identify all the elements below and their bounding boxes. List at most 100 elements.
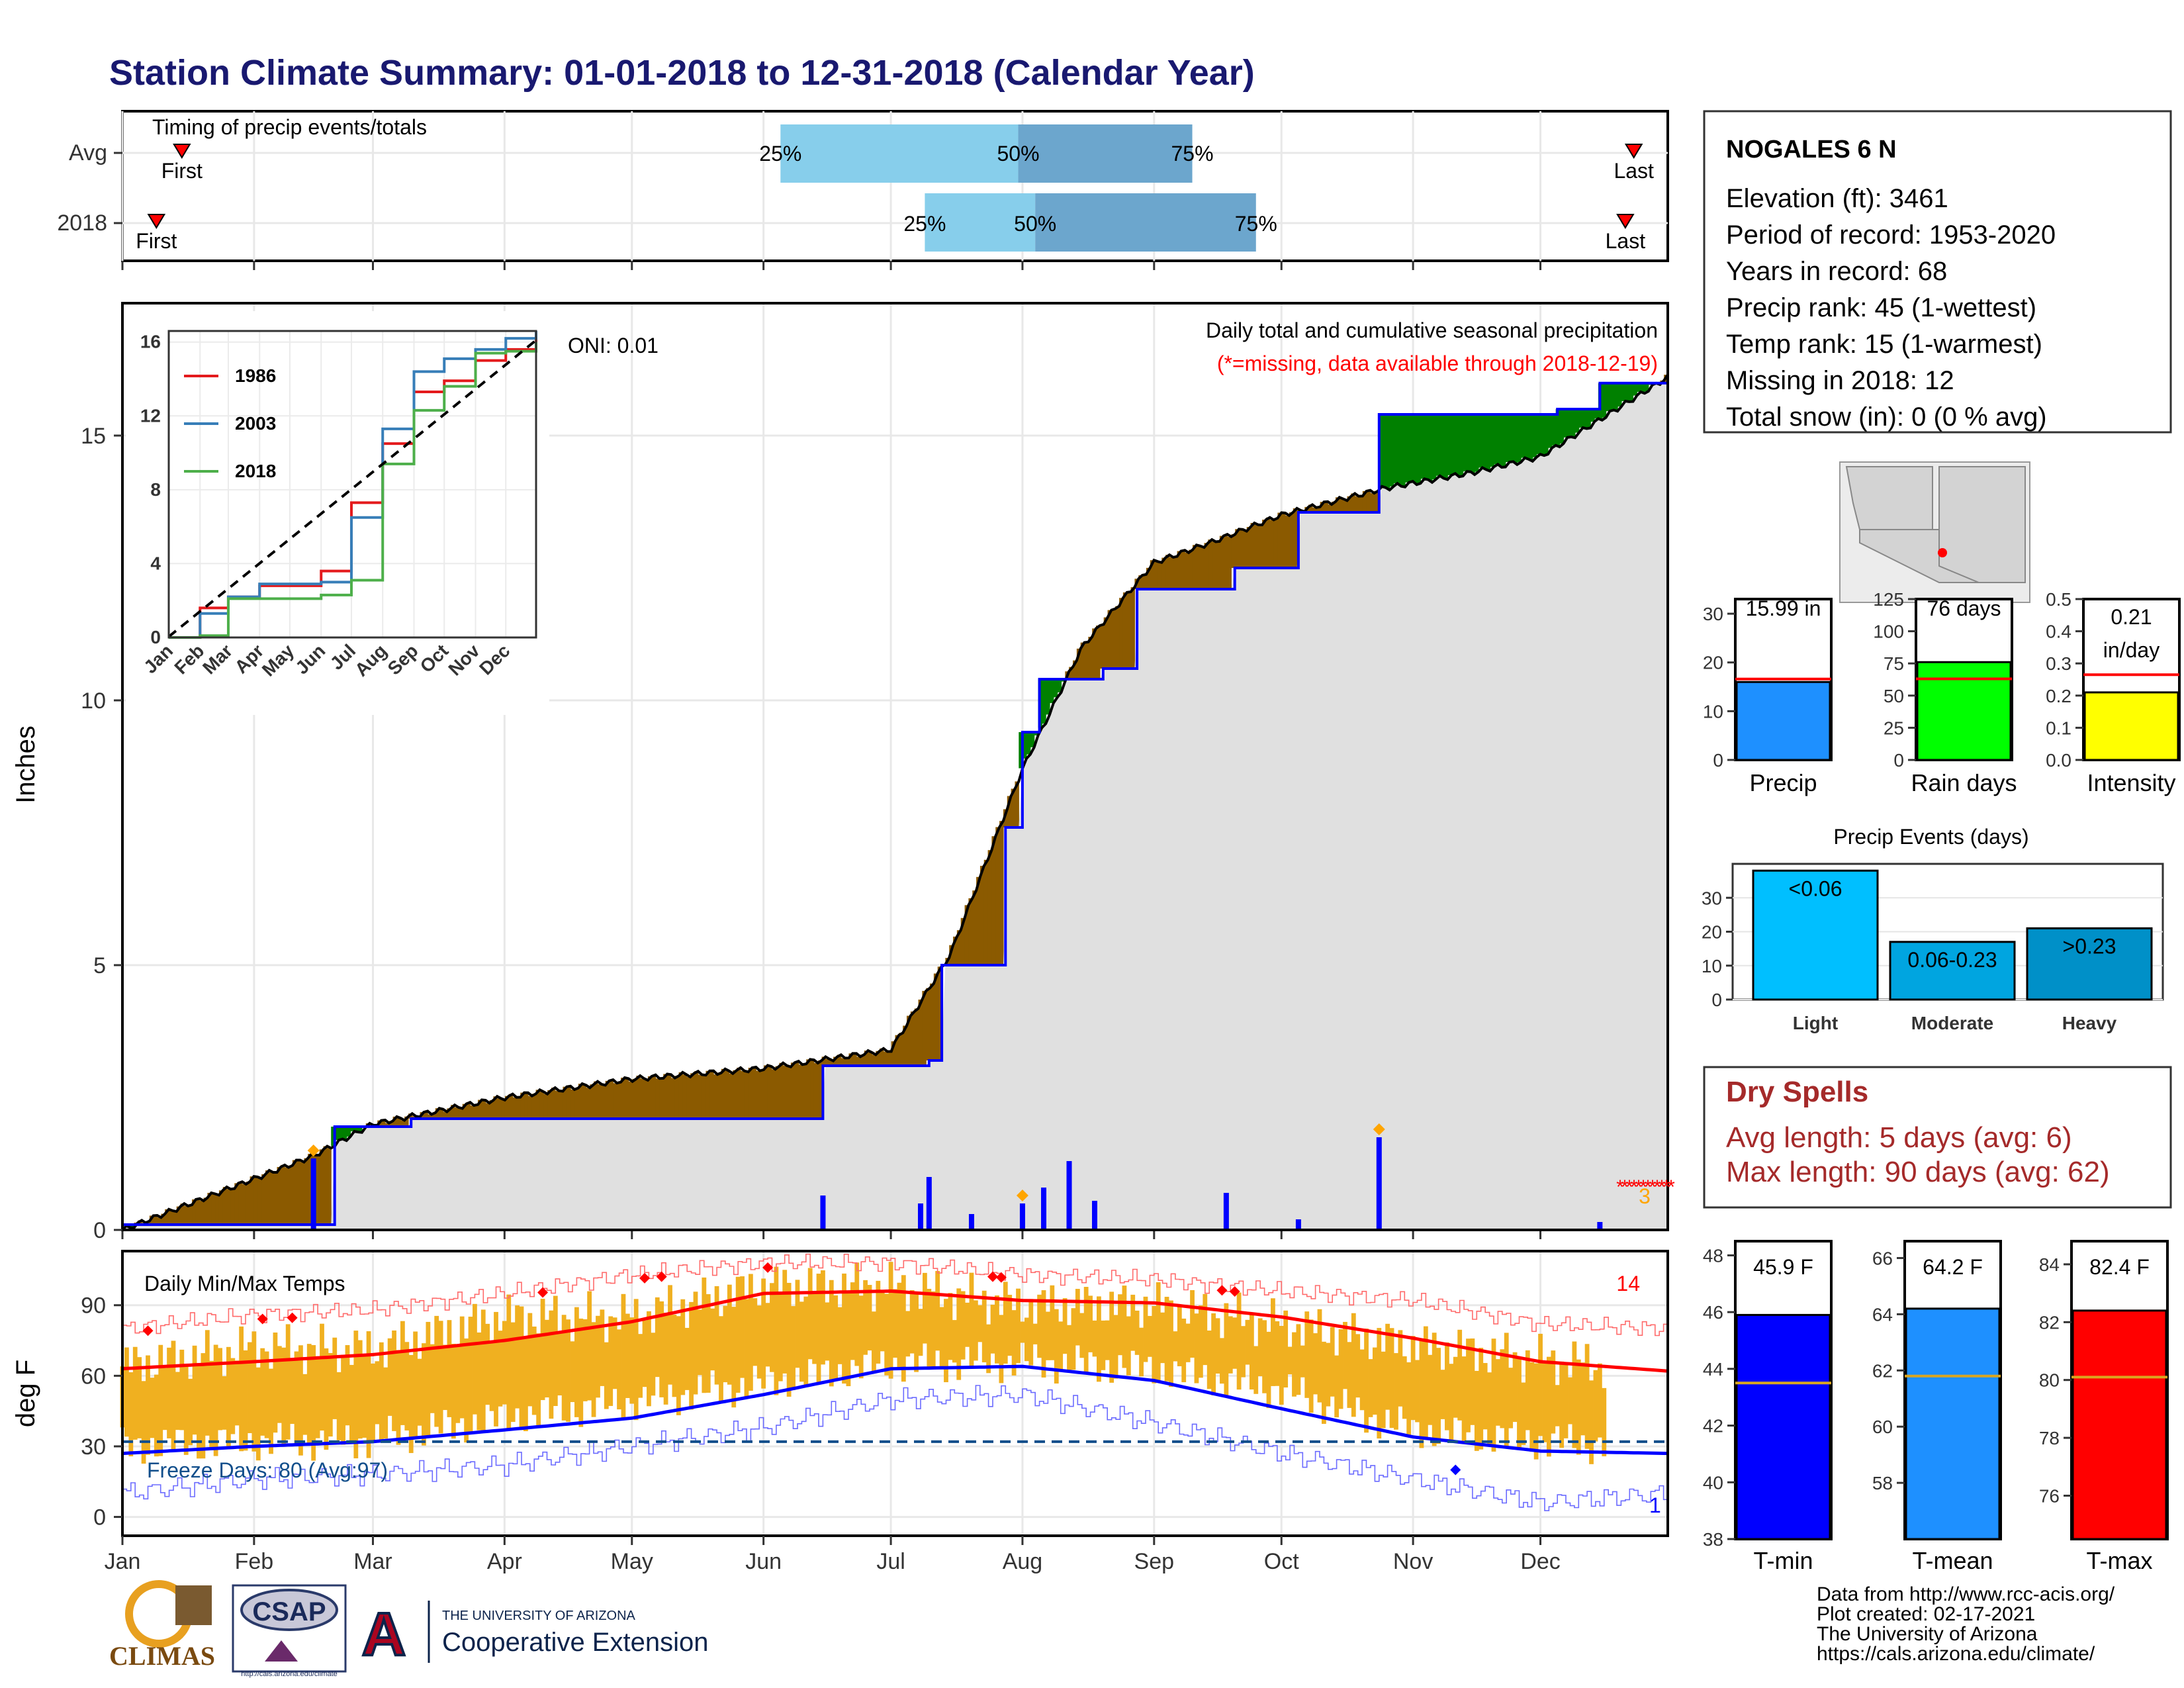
- daily-temp-range-bar: [1062, 1298, 1068, 1354]
- daily-temp-range-bar: [1020, 1321, 1025, 1343]
- daily-temp-range-bar: [1482, 1363, 1488, 1430]
- daily-temp-range-bar: [803, 1296, 809, 1386]
- below-average-area: [590, 1084, 594, 1119]
- precip-y-ticks: 0 5 10 15: [81, 424, 122, 1243]
- below-average-area: [1073, 660, 1077, 679]
- below-average-area: [1015, 781, 1019, 827]
- daily-temp-range-bar: [909, 1290, 915, 1354]
- max-event-marker: [307, 1145, 320, 1156]
- below-average-area: [1231, 534, 1236, 568]
- daily-temp-range-bar: [1016, 1288, 1021, 1364]
- dry-avg-length: Avg length: 5 days (avg: 6): [1726, 1121, 2072, 1154]
- daily-temp-range-bar: [710, 1308, 715, 1371]
- daily-temp-range-bar: [264, 1351, 269, 1438]
- below-average-area: [242, 1184, 247, 1225]
- daily-temp-range-bar: [362, 1354, 367, 1438]
- daily-temp-range-bar: [510, 1322, 516, 1423]
- daily-temp-range-bar: [684, 1327, 690, 1390]
- daily-temp-range-bar: [1058, 1321, 1064, 1371]
- daily-temp-range-bar: [799, 1301, 804, 1382]
- timing-row-2018: 2018: [57, 211, 107, 236]
- mini-bar-tick-label: 100: [1873, 622, 1904, 642]
- daily-temp-range-bar: [1143, 1296, 1148, 1362]
- mini-bar-tick-label: 0: [1893, 750, 1904, 771]
- below-average-area: [508, 1094, 514, 1119]
- below-average-area: [1308, 504, 1313, 512]
- daily-temp-range-bar: [1236, 1292, 1242, 1390]
- above-average-area: [1490, 414, 1494, 467]
- above-average-area: [1505, 414, 1510, 463]
- below-average-area: [636, 1076, 641, 1119]
- missing-count: 3: [1639, 1184, 1651, 1208]
- daily-temp-range-bar: [939, 1307, 944, 1370]
- daily-temp-range-bar: [426, 1321, 431, 1438]
- below-average-area: [605, 1080, 610, 1119]
- daily-temp-range-bar: [1292, 1332, 1297, 1397]
- daily-temp-range-bar: [175, 1372, 180, 1430]
- daily-temp-range-bar: [205, 1330, 210, 1436]
- below-average-area: [1362, 491, 1367, 512]
- above-average-area: [1451, 414, 1456, 474]
- below-average-area: [678, 1072, 684, 1119]
- below-average-area: [1370, 493, 1375, 512]
- daily-temp-range-bar: [1419, 1339, 1424, 1448]
- timing-label-75: 75%: [1171, 142, 1214, 165]
- below-average-area: [1080, 642, 1085, 679]
- daily-precip-bar: [1041, 1188, 1047, 1230]
- below-average-area: [667, 1074, 672, 1119]
- csap-text: CSAP: [252, 1597, 326, 1626]
- below-average-area: [261, 1174, 266, 1225]
- daily-temp-range-bar: [705, 1294, 711, 1393]
- last-event-label: Last: [1606, 229, 1646, 253]
- daily-temp-range-bar: [973, 1300, 978, 1361]
- inset-ytick-label: 8: [150, 479, 161, 500]
- daily-precip-bar: [310, 1158, 316, 1230]
- climas-mark: [175, 1585, 212, 1625]
- below-average-area: [702, 1075, 707, 1119]
- credits: Data from http://www.rcc-acis.org/ Plot …: [1817, 1583, 2115, 1665]
- inset-lines: [167, 331, 537, 639]
- below-average-area: [516, 1097, 521, 1119]
- mini-bar-label: Rain days: [1911, 769, 2017, 796]
- above-average-area: [1528, 414, 1533, 461]
- below-average-area: [617, 1082, 621, 1119]
- daily-temp-range-bar: [255, 1367, 261, 1461]
- temp-bar-tick-label: 84: [2039, 1254, 2060, 1275]
- daily-temp-range-bar: [1576, 1359, 1581, 1455]
- daily-temp-range-bar: [1109, 1291, 1115, 1383]
- daily-temp-range-bar: [693, 1291, 698, 1395]
- record-low-marker: [1450, 1464, 1461, 1476]
- mini-bar-value: 15.99 in: [1746, 596, 1821, 620]
- above-average-area: [1057, 679, 1062, 693]
- below-average-area: [594, 1081, 598, 1119]
- daily-temp-range-bar: [1266, 1331, 1271, 1409]
- below-average-area: [432, 1113, 436, 1119]
- mini-bar-tick-label: 0.1: [2046, 718, 2071, 738]
- daily-temp-range-bar: [1330, 1327, 1335, 1397]
- below-average-area: [292, 1160, 297, 1225]
- below-average-area: [806, 1059, 811, 1119]
- daily-temp-range-bar: [901, 1275, 906, 1382]
- below-average-area: [551, 1088, 556, 1119]
- ua-name: THE UNIVERSITY OF ARIZONA: [442, 1609, 636, 1623]
- events-bar-heavy: [2026, 927, 2153, 1001]
- below-average-area: [296, 1160, 301, 1225]
- daily-temp-range-bar: [1287, 1346, 1293, 1375]
- daily-temp-range-bar: [366, 1331, 371, 1458]
- daily-temp-range-bar: [1067, 1325, 1071, 1372]
- daily-temp-range-bar: [1512, 1352, 1518, 1423]
- month-label: Oct: [1264, 1549, 1299, 1574]
- daily-temp-range-bar: [935, 1271, 940, 1351]
- first-event-label: First: [161, 159, 203, 183]
- record-min-line: [122, 1385, 1668, 1511]
- below-average-area: [787, 1066, 792, 1119]
- daily-temp-range-bar: [1343, 1321, 1347, 1389]
- below-average-area: [764, 1065, 768, 1119]
- below-average-area: [578, 1084, 583, 1119]
- above-average-area: [1602, 383, 1607, 418]
- temp-bar-tick-label: 64: [1872, 1304, 1893, 1325]
- above-average-area: [1435, 414, 1441, 476]
- daily-temp-range-bar: [960, 1291, 966, 1360]
- below-average-area: [640, 1078, 645, 1119]
- daily-temp-range-bar: [850, 1282, 855, 1360]
